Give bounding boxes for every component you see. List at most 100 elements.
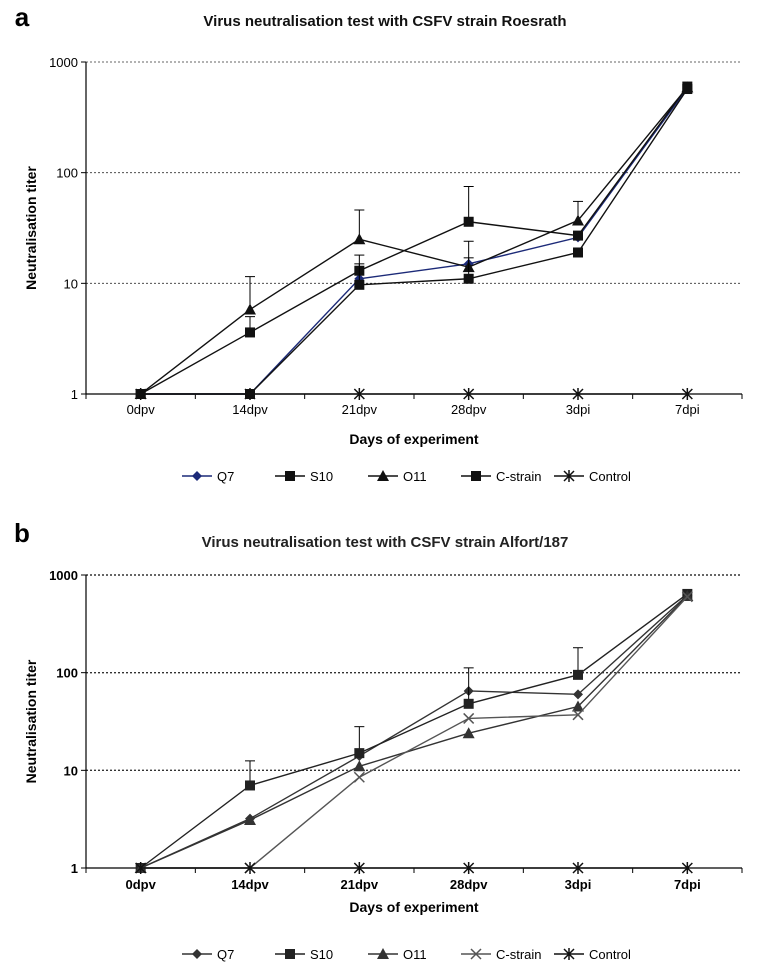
data-point [573,230,583,241]
series-q7 [135,83,693,399]
data-point [353,862,365,874]
data-point [135,388,147,400]
chart-title: Virus neutralisation test with CSFV stra… [202,534,569,551]
x-tick-label: 14dpv [232,402,268,417]
legend-marker-square-icon [285,949,295,959]
legend-label: S10 [310,469,333,484]
data-point [463,712,475,724]
data-point [462,727,475,739]
legend-marker-triangle-icon [377,948,389,959]
legend-label: Q7 [217,947,234,962]
y-tick-label: 1000 [49,55,78,70]
x-tick-label: 0dpv [125,877,156,892]
legend-label: Control [589,469,631,484]
series-s10 [135,81,693,399]
series-c-strain [135,84,693,399]
legend-label: O11 [403,947,427,962]
series-line [140,86,688,395]
y-axis-label: Neutralisation titer [23,166,39,290]
series-line [140,596,688,869]
legend-label: C-strain [496,947,542,962]
series-line [140,86,688,395]
x-tick-label: 21dpv [342,402,378,417]
x-tick-label: 7dpi [674,877,701,892]
panel-label: b [14,518,30,548]
data-point [353,388,365,400]
y-tick-label: 10 [64,763,78,778]
legend: Q7 S10 O11 C-strain Control [182,947,631,962]
data-point [463,388,475,400]
x-axis-label: Days of experiment [349,899,478,915]
data-point [463,273,474,284]
x-tick-label: 28dpv [451,402,487,417]
series-control [135,388,693,400]
data-point [244,303,256,315]
legend-marker-star-icon [563,948,575,960]
x-tick-label: 0dpv [127,402,156,417]
x-axis-label: Days of experiment [349,431,478,447]
y-tick-label: 1000 [49,568,78,583]
y-tick-label: 10 [64,276,78,291]
data-point [353,760,366,772]
chart-title: Virus neutralisation test with CSFV stra… [203,13,566,30]
data-point [244,862,256,874]
x-tick-label: 3dpi [566,402,591,417]
x-tick-label: 7dpi [675,402,700,417]
data-point [572,388,584,400]
data-point [573,669,583,680]
legend-label: Q7 [217,469,234,484]
x-tick-label: 21dpv [341,877,379,892]
y-tick-label: 1 [71,387,78,402]
data-point [572,700,584,712]
data-point [463,862,475,874]
data-point [681,589,694,601]
legend-marker-diamond-icon [192,471,202,481]
data-point [244,814,256,826]
legend-marker-star-icon [563,470,575,482]
legend-marker-square-icon [285,471,295,481]
legend-label: O11 [403,469,427,484]
data-point [463,698,474,709]
panel-label: a [15,2,30,32]
series-s10 [135,588,693,873]
series-o11 [134,81,694,399]
data-point [245,327,255,338]
legend: Q7 S10 O11 C-strain Control [182,469,631,484]
data-point [353,771,365,783]
legend-label: C-strain [496,469,542,484]
x-tick-label: 3dpi [565,877,592,892]
series-q7 [135,590,693,873]
x-tick-label: 28dpv [450,877,488,892]
data-point [681,591,693,603]
series-line [140,595,688,869]
data-point [353,233,366,245]
data-point [573,247,583,258]
data-point [682,84,693,95]
data-point [135,862,147,874]
x-tick-label: 14dpv [231,877,269,892]
data-point [572,862,584,874]
series-o11 [134,589,694,873]
legend-marker-diamond-icon [192,949,202,959]
data-point [681,388,693,400]
series-control [135,862,693,874]
data-point [463,216,474,227]
y-tick-label: 1 [71,861,78,876]
legend-marker-x-icon [470,948,482,960]
data-point [681,862,693,874]
data-point [354,748,365,759]
data-point [354,279,365,290]
y-tick-label: 100 [56,166,78,181]
data-point [245,780,255,791]
legend-marker-triangle-icon [377,470,389,481]
data-point [244,388,256,400]
legend-marker-square-icon [471,471,481,481]
legend-label: Control [589,947,631,962]
chart-panel-b: b Virus neutralisation test with CSFV str… [14,518,743,962]
legend-label: S10 [310,947,333,962]
y-tick-label: 100 [56,666,78,681]
series-line [140,593,688,869]
data-point [572,709,584,721]
y-axis-label: Neutralisation titer [23,659,39,783]
